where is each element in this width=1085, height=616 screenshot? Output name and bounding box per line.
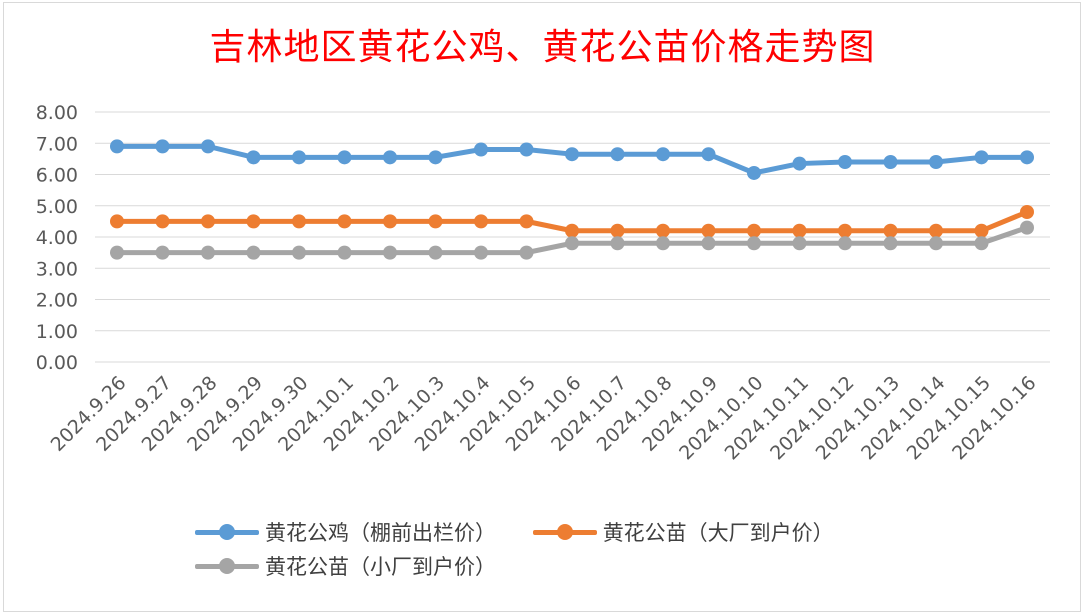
data-point-s2-6 <box>383 245 397 260</box>
y-tick-label-3: 3.00 <box>36 258 78 280</box>
data-point-s2-10 <box>565 236 579 251</box>
data-point-s0-17 <box>883 155 898 169</box>
legend-item-broiler: 黄花公鸡（棚前出栏价） <box>195 515 496 549</box>
data-point-s0-3 <box>246 150 261 165</box>
legend-label-large-hatchery: 黄花公苗（大厂到户价） <box>602 521 834 545</box>
data-point-s2-13 <box>701 236 716 251</box>
data-point-s1-10 <box>565 223 579 238</box>
legend-swatch-small-hatchery-icon <box>195 555 259 577</box>
data-point-s0-6 <box>383 150 397 165</box>
data-point-s0-20 <box>1020 150 1034 165</box>
data-point-s2-16 <box>838 236 852 251</box>
data-point-s0-16 <box>838 155 852 169</box>
data-point-s2-12 <box>656 236 670 251</box>
data-point-s0-18 <box>929 155 943 169</box>
data-point-s0-1 <box>155 139 170 154</box>
data-point-s1-2 <box>201 214 215 229</box>
data-point-s0-2 <box>201 139 215 154</box>
data-point-s2-1 <box>155 245 170 260</box>
data-point-s2-14 <box>747 236 761 251</box>
y-tick-label-2: 2.00 <box>36 290 78 312</box>
data-point-s1-15 <box>792 223 807 238</box>
data-point-s1-5 <box>337 214 352 229</box>
data-point-s0-13 <box>701 147 716 162</box>
legend-swatch-large-hatchery-icon <box>532 521 597 543</box>
data-point-s2-0 <box>110 245 124 260</box>
data-point-s2-15 <box>792 236 807 251</box>
data-point-s1-20 <box>1020 205 1034 219</box>
data-point-s1-11 <box>610 223 625 238</box>
data-point-s1-7 <box>428 214 443 229</box>
data-point-s2-11 <box>610 236 625 251</box>
data-point-s2-4 <box>292 245 306 260</box>
legend-label-small-hatchery: 黄花公苗（小厂到户价） <box>265 555 496 579</box>
data-point-s0-12 <box>656 147 670 162</box>
y-tick-label-4: 4.00 <box>36 227 78 249</box>
chart-frame <box>3 2 1081 612</box>
data-point-s0-11 <box>610 147 625 162</box>
data-point-s1-3 <box>246 214 261 229</box>
y-tick-label-8: 8.00 <box>36 102 78 124</box>
data-point-s0-15 <box>792 156 807 171</box>
data-point-s2-9 <box>519 245 534 260</box>
data-point-s1-18 <box>929 223 943 238</box>
legend-label-broiler: 黄花公鸡（棚前出栏价） <box>265 521 496 545</box>
chart-title: 吉林地区黄花公鸡、黄花公苗价格走势图 <box>209 27 876 68</box>
legend-item-large-hatchery: 黄花公苗（大厂到户价） <box>532 515 834 549</box>
data-point-s0-8 <box>474 142 488 157</box>
y-tick-label-7: 7.00 <box>36 133 78 155</box>
data-point-s1-6 <box>383 214 397 229</box>
data-point-s0-9 <box>519 142 534 157</box>
data-point-s1-16 <box>838 223 852 238</box>
data-point-s0-14 <box>747 165 761 180</box>
data-point-s1-8 <box>474 214 488 229</box>
data-point-s1-17 <box>883 223 898 238</box>
data-point-s0-4 <box>292 150 306 165</box>
data-point-s2-7 <box>428 245 443 260</box>
data-point-s2-19 <box>974 236 989 251</box>
data-point-s1-0 <box>110 214 124 229</box>
legend-swatch-broiler-icon <box>195 521 259 543</box>
y-tick-label-0: 0.00 <box>36 352 78 374</box>
data-point-s0-7 <box>428 150 443 165</box>
data-point-s1-4 <box>292 214 306 229</box>
data-point-s0-19 <box>974 150 989 165</box>
y-tick-label-6: 6.00 <box>36 165 78 187</box>
data-point-s1-9 <box>519 214 534 229</box>
legend-item-small-hatchery: 黄花公苗（小厂到户价） <box>195 549 496 583</box>
data-point-s0-10 <box>565 147 579 162</box>
data-point-s2-5 <box>337 245 352 260</box>
data-point-s1-12 <box>656 223 670 238</box>
data-point-s1-19 <box>974 223 989 238</box>
y-tick-label-1: 1.00 <box>36 321 78 343</box>
data-point-s2-20 <box>1020 220 1034 235</box>
data-point-s2-8 <box>474 245 488 260</box>
data-point-s2-18 <box>929 236 943 251</box>
data-point-s2-2 <box>201 245 215 260</box>
data-point-s0-0 <box>110 139 124 154</box>
data-point-s2-3 <box>246 245 261 260</box>
chart-legend: 黄花公鸡（棚前出栏价） 黄花公苗（大厂到户价） 黄花公苗（小厂到户价） <box>195 515 955 583</box>
data-point-s2-17 <box>883 236 898 251</box>
data-point-s0-5 <box>337 150 352 165</box>
data-point-s1-13 <box>701 223 716 238</box>
y-tick-label-5: 5.00 <box>36 196 78 218</box>
data-point-s1-14 <box>747 223 761 238</box>
data-point-s1-1 <box>155 214 170 229</box>
